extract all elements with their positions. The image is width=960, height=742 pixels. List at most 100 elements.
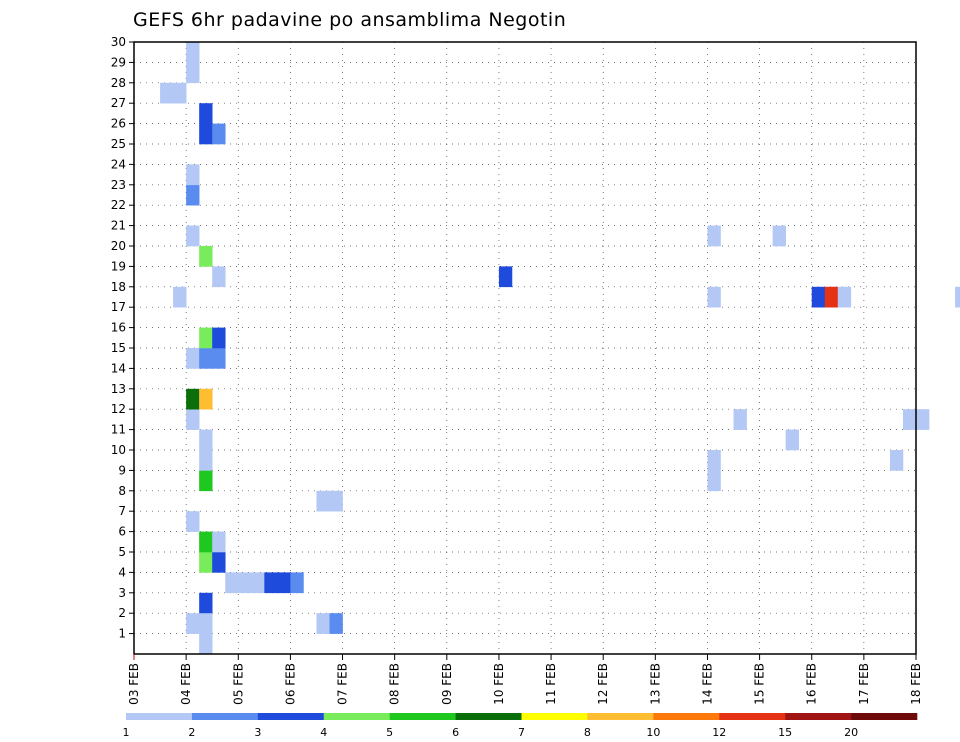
precip-cell	[212, 123, 226, 145]
precip-cell	[264, 572, 278, 594]
precip-cell	[212, 552, 226, 573]
colorbar-label: 7	[518, 726, 525, 739]
colorbar-swatch	[455, 713, 522, 720]
precip-cell	[212, 266, 226, 288]
precip-cell	[186, 348, 200, 369]
precip-cell	[186, 225, 200, 247]
precip-cell	[212, 348, 226, 369]
precip-cell	[160, 82, 174, 104]
y-tick-label: 8	[118, 484, 126, 498]
precip-cell	[811, 286, 826, 308]
x-tick-label: 14 FEB	[700, 663, 714, 705]
precip-cell	[199, 613, 213, 634]
y-tick-label: 21	[111, 219, 126, 233]
y-tick-label: 26	[111, 117, 126, 131]
x-tick-label: 05 FEB	[231, 663, 245, 705]
precip-cell	[733, 409, 747, 430]
precip-cell	[772, 225, 786, 247]
x-tick-label: 10 FEB	[492, 663, 506, 705]
precip-cell	[329, 490, 343, 512]
precip-cell	[316, 613, 330, 634]
colorbar-swatch	[851, 713, 918, 720]
y-tick-label: 19	[111, 259, 126, 273]
y-tick-label: 10	[111, 443, 126, 457]
y-tick-label: 14	[111, 361, 126, 375]
x-tick-label: 15 FEB	[753, 663, 767, 705]
precip-cell	[199, 633, 213, 655]
colorbar-swatch	[257, 713, 325, 720]
precip-cell	[955, 286, 960, 308]
colorbar-label: 20	[844, 726, 858, 739]
colorbar-label: 5	[386, 726, 393, 739]
x-tick-label: 17 FEB	[857, 663, 871, 705]
precip-cell	[199, 450, 213, 471]
precip-cell	[199, 531, 213, 553]
precip-cell	[212, 531, 226, 553]
y-tick-label: 24	[111, 157, 126, 171]
y-tick-label: 30	[111, 35, 126, 49]
precip-cell	[902, 409, 917, 430]
colorbar-label: 3	[254, 726, 261, 739]
precip-cell	[199, 327, 213, 349]
y-tick-label: 20	[111, 239, 126, 253]
colorbar-swatch	[389, 713, 456, 720]
precip-cell	[186, 388, 200, 410]
y-tick-label: 12	[111, 402, 126, 416]
precip-cell	[199, 592, 213, 614]
y-tick-label: 13	[111, 382, 126, 396]
y-axis: 1234567891011121314151617181920212223242…	[111, 35, 134, 641]
x-tick-label: 06 FEB	[283, 663, 297, 705]
x-tick-label: 08 FEB	[388, 663, 402, 705]
precip-cell	[186, 613, 200, 634]
precip-cell	[186, 409, 200, 430]
colorbar-swatch	[191, 713, 259, 720]
x-axis: 03 FEB 04 FEB 05 FEB 06 FEB 07 FEB 08 FEB 09 F…	[127, 654, 923, 705]
y-tick-label: 9	[118, 463, 126, 477]
y-tick-label: 25	[111, 137, 126, 151]
x-tick-label: 16 FEB	[805, 663, 819, 705]
y-tick-label: 11	[111, 423, 126, 437]
grid	[134, 42, 916, 654]
y-tick-label: 1	[118, 627, 126, 641]
y-tick-label: 2	[118, 606, 126, 620]
y-tick-label: 7	[118, 504, 126, 518]
y-tick-label: 15	[111, 341, 126, 355]
precip-cell	[199, 246, 213, 267]
colorbar-label: 2	[188, 726, 195, 739]
precip-cell	[316, 490, 330, 512]
precip-cell	[498, 266, 513, 288]
colorbar-label: 15	[778, 726, 792, 739]
colorbar-legend: 1 2 3 4 5 6 7 8 10 12 15 20	[123, 713, 918, 739]
precip-cell	[186, 511, 200, 532]
y-tick-label: 27	[111, 96, 126, 110]
precip-cell	[199, 348, 213, 369]
colorbar-label: 8	[584, 726, 591, 739]
x-tick-label: 07 FEB	[336, 663, 350, 705]
precipitation-cells	[160, 42, 960, 655]
colorbar-label: 10	[646, 726, 660, 739]
y-tick-label: 29	[111, 55, 126, 69]
precip-cell	[277, 572, 291, 594]
y-tick-label: 23	[111, 178, 126, 192]
colorbar-swatch	[126, 713, 193, 720]
colorbar-swatch	[785, 713, 852, 720]
x-tick-label: 03 FEB	[127, 663, 141, 705]
precip-cell	[173, 286, 187, 308]
precip-cell	[186, 184, 200, 206]
precip-cell	[889, 450, 904, 471]
precip-cell	[837, 286, 852, 308]
precip-cell	[186, 42, 200, 63]
colorbar-label: 6	[452, 726, 459, 739]
colorbar-swatch	[521, 713, 588, 720]
precip-cell	[238, 572, 252, 594]
precip-cell	[212, 327, 226, 349]
x-tick-label: 04 FEB	[179, 663, 193, 705]
precip-cell	[186, 62, 200, 84]
y-tick-label: 5	[118, 545, 126, 559]
colorbar-label: 1	[123, 726, 130, 739]
x-tick-label: 13 FEB	[648, 663, 662, 705]
precip-cell	[290, 572, 304, 594]
y-tick-label: 18	[111, 280, 126, 294]
precip-cell	[173, 82, 187, 104]
x-tick-label: 12 FEB	[596, 663, 610, 705]
